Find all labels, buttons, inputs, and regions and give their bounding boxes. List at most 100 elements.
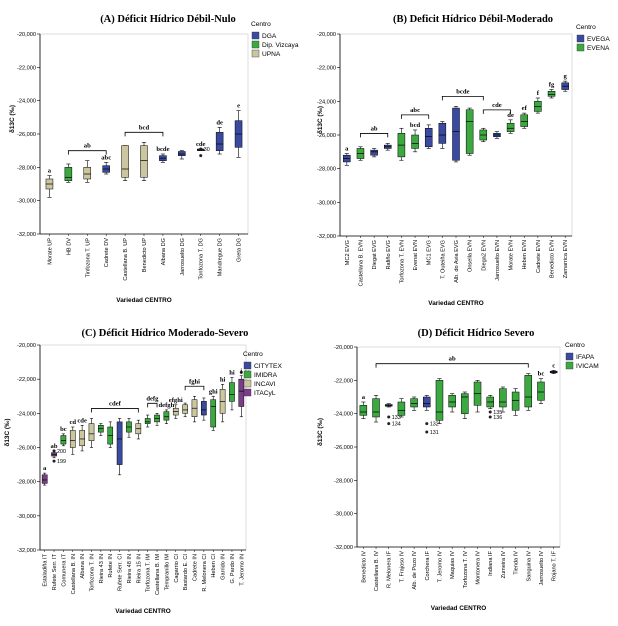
y-tick-label: -32,000 [17, 232, 36, 238]
box-hb-dv [64, 163, 73, 183]
legend-label: IVICAM [576, 363, 599, 370]
box-benedicto-iv [359, 401, 368, 419]
significance-letter: ef [522, 105, 528, 112]
x-tick-label: Cagarrio CI [174, 554, 180, 583]
legend-label: INCAVI [254, 381, 276, 388]
x-tick-label: Cadrete EVN [536, 240, 542, 273]
x-tick-label: Zamarrica EVN [563, 240, 569, 278]
box-jarrosuelto-iv [537, 378, 545, 404]
box-onsella-evn [465, 107, 474, 156]
box-heben-ci [210, 395, 217, 431]
x-tick-label: Castellana B. IV [374, 551, 380, 591]
outlier-label: 132 [430, 422, 439, 428]
x-tick-label: Jarrosuelto IV [539, 551, 545, 586]
x-tick-label: Mandregue DG [218, 238, 224, 276]
box-rieira-48-in [126, 418, 132, 438]
outlier-label: 199 [57, 459, 66, 465]
significance-letter: bcd [410, 122, 421, 129]
box-iqr [452, 107, 460, 161]
y-tick-label: -20,000 [317, 32, 336, 38]
box-iqr [435, 380, 444, 421]
x-tick-label: Cadrete DV [104, 238, 110, 267]
box-iqr [182, 404, 188, 414]
box-heben-evn [520, 112, 528, 129]
x-tick-label: Morate EVN [509, 240, 515, 270]
x-tick-label: Rufete Serr. IT [52, 553, 58, 590]
legend-swatch [251, 31, 260, 40]
x-tick-label: Rufete IN [108, 554, 114, 578]
x-tick-label: Comunera IT [61, 553, 67, 586]
box-g-pardo-in [229, 377, 235, 411]
box-iqr [238, 378, 245, 407]
x-tick-label: Rieira 15 IN [136, 554, 142, 584]
outlier-label: 133 [392, 415, 401, 421]
x-tick-label: Onsella EVN [468, 240, 474, 272]
significance-bracket [91, 408, 139, 413]
y-tick-label: -24,000 [334, 412, 353, 418]
box-cadrete-dv [102, 162, 110, 175]
x-tick-label: Torfozona T. IN [90, 554, 96, 592]
significance-bracket [441, 95, 484, 101]
bracket-letter: ab [449, 356, 456, 363]
outlier-point [387, 415, 391, 419]
legend-label: EVENA [587, 45, 610, 52]
y-tick-label: -24,000 [17, 411, 36, 417]
panel-A: (A) Déficit Hídrico Débil-Nulo -20,000 -22… [9, 14, 299, 304]
box-garrido-in [219, 383, 226, 423]
box-iqr [79, 430, 85, 447]
legend-swatch [576, 43, 585, 52]
box-iqr [461, 393, 469, 414]
outlier-point [387, 422, 391, 426]
significance-letter: cd [69, 419, 76, 426]
x-tick-label: Heben CI [211, 554, 217, 578]
x-tick-label: Evenat EVN [413, 240, 419, 270]
x-tick-label: Greta DG [237, 238, 243, 262]
significance-letter: efghi [169, 397, 183, 404]
box-iqr [410, 398, 418, 408]
box-iqr [506, 122, 515, 132]
box-albana-in [79, 424, 85, 452]
x-tick-label: Benedicto EVN [550, 240, 556, 278]
x-axis-label: Variedad CENTRO [115, 608, 170, 615]
x-tick-label: Alb. de Pozo IV [412, 551, 418, 590]
x-tick-label: Torfozona T. EVN [399, 240, 405, 283]
legend-swatch [565, 361, 574, 370]
box-alb-de-pozo-iv [410, 396, 418, 411]
y-tick-label: -32,000 [17, 548, 36, 554]
box-iqr [69, 430, 76, 448]
y-tick-label: -28,000 [17, 165, 36, 171]
x-tick-label: G. Pardo IN [230, 554, 236, 584]
x-tick-label: Indiana IF [488, 550, 494, 575]
box-morate-evn [506, 119, 515, 134]
legend-title: Centro [565, 342, 585, 349]
legend: Centro DGA Dip. Vizcaya UPNA [251, 21, 299, 58]
legend-swatch [251, 49, 260, 58]
chart-title: (C) Déficit Hídrico Moderado-Severo [82, 328, 249, 339]
y-tick-label: -20,000 [17, 32, 36, 38]
box-greta-dg [234, 110, 243, 158]
significance-letter: de [216, 119, 223, 126]
significance-letter: a [43, 465, 47, 472]
bracket-letter: abc [410, 107, 420, 114]
significance-letter: c [552, 362, 555, 369]
significance-letter: a [48, 168, 52, 175]
legend: Centro CITYTEX IMIDRA INCAVI ITACyL [243, 351, 282, 397]
x-tick-label: Morate UP [47, 238, 53, 265]
significance-letter: cde [77, 417, 87, 424]
x-tick-label: Tempranillo IM [164, 554, 170, 591]
x-tick-label: Alb. do Avia EVG [454, 240, 460, 283]
x-tick-label: Jarrosuelto EVN [495, 240, 501, 281]
y-tick-label: -22,000 [17, 65, 36, 71]
legend-swatch [243, 370, 252, 379]
box-mc2-evg [343, 153, 351, 166]
x-tick-label: Cadrete IN [193, 554, 199, 581]
significance-letter: i [240, 368, 242, 375]
box-t-frajoso-iv [397, 398, 406, 418]
y-axis-label: δ13C (‰) [317, 418, 324, 446]
significance-bracket [67, 150, 107, 155]
box-mandregue-dg [215, 127, 224, 155]
x-tick-label: MC1 EVG [427, 240, 433, 265]
x-tick-label: Castellana B. UP [123, 238, 129, 281]
box-alb-do-avia-evg [452, 106, 460, 163]
box-rufete-serr-ci [116, 418, 123, 476]
